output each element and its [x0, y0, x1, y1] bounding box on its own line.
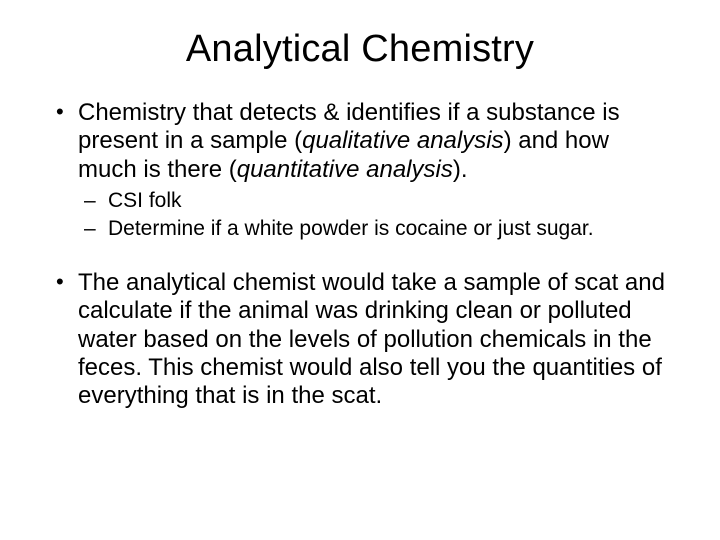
vertical-spacer [50, 245, 670, 269]
sub-bullet-text: Determine if a white powder is cocaine o… [108, 217, 594, 240]
sub-bullet-list: CSI folk Determine if a white powder is … [78, 188, 670, 241]
bullet-list: Chemistry that detects & identifies if a… [50, 99, 670, 241]
text-run: ). [453, 156, 468, 183]
text-run-italic: quantitative analysis [237, 156, 453, 183]
sub-bullet-item: Determine if a white powder is cocaine o… [78, 216, 670, 242]
sub-bullet-item: CSI folk [78, 188, 670, 214]
slide: Analytical Chemistry Chemistry that dete… [0, 0, 720, 540]
sub-bullet-text: CSI folk [108, 189, 182, 212]
bullet-list: The analytical chemist would take a samp… [50, 269, 670, 411]
bullet-item: The analytical chemist would take a samp… [50, 269, 670, 411]
bullet-text: The analytical chemist would take a samp… [78, 269, 665, 409]
slide-title: Analytical Chemistry [50, 28, 670, 71]
bullet-text: Chemistry that detects & identifies if a… [78, 99, 620, 183]
text-run-italic: qualitative analysis [302, 127, 503, 154]
bullet-item: Chemistry that detects & identifies if a… [50, 99, 670, 241]
